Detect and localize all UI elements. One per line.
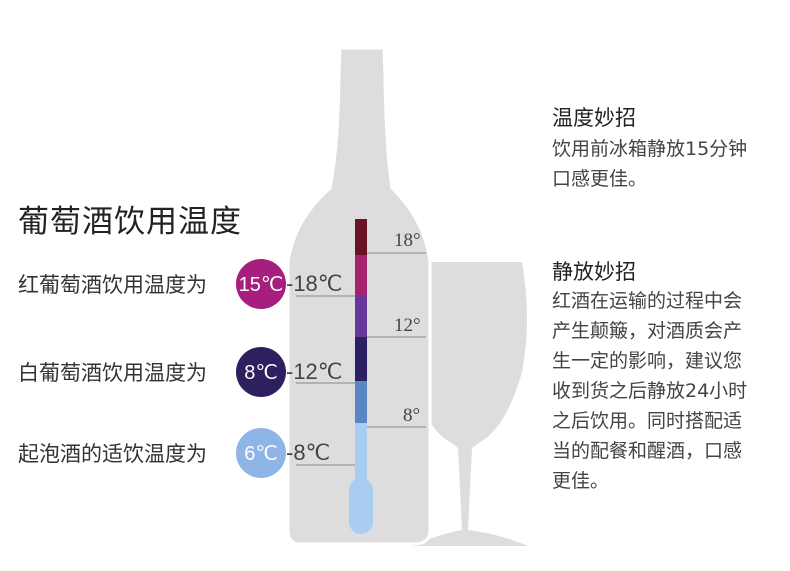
resting-tip-title: 静放妙招 bbox=[552, 260, 636, 284]
thermo-segment-indigo bbox=[355, 337, 367, 381]
white-wine-temp-badge: 8℃ bbox=[236, 347, 286, 397]
sparkling-wine-temp-badge: 6℃ bbox=[236, 428, 286, 478]
tip-line: 饮用前冰箱静放15分钟 bbox=[552, 138, 748, 160]
tick-label-12: 12° bbox=[394, 315, 421, 336]
sparkling-wine-label: 起泡酒的适饮温度为 bbox=[18, 442, 207, 466]
page-title: 葡萄酒饮用温度 bbox=[18, 204, 242, 240]
white-wine-temp-high: -12℃ bbox=[286, 359, 343, 384]
thermometer bbox=[349, 219, 373, 534]
white-wine-label: 白葡萄酒饮用温度为 bbox=[18, 361, 207, 385]
thermo-segment-deep-red bbox=[355, 219, 367, 255]
tip-line: 更佳。 bbox=[552, 470, 610, 492]
sparkling-wine-row: 起泡酒的适饮温度为 6℃ -8℃ bbox=[18, 428, 331, 478]
tip-line: 收到货之后静放24小时 bbox=[552, 380, 748, 402]
tip-line: 红酒在运输的过程中会 bbox=[552, 290, 743, 312]
thermo-segment-magenta bbox=[355, 255, 367, 296]
thermometer-ticks bbox=[367, 252, 426, 428]
temperature-tip-title: 温度妙招 bbox=[552, 106, 636, 130]
thermo-segment-light-blue bbox=[355, 423, 367, 480]
thermo-bulb bbox=[349, 478, 373, 534]
sparkling-wine-temp-high: -8℃ bbox=[286, 440, 331, 465]
red-wine-label: 红葡萄酒饮用温度为 bbox=[18, 273, 207, 297]
thermo-segment-purple bbox=[355, 296, 367, 337]
tick-label-18: 18° bbox=[394, 230, 421, 251]
tip-line: 之后饮用。同时搭配适 bbox=[552, 410, 743, 432]
temperature-tip-body: 饮用前冰箱静放15分钟 口感更佳。 bbox=[552, 134, 780, 194]
red-wine-row: 红葡萄酒饮用温度为 15℃ -18℃ bbox=[18, 259, 343, 309]
tip-line: 口感更佳。 bbox=[552, 168, 648, 190]
tip-line: 当的配餐和醒酒，口感 bbox=[552, 440, 743, 462]
white-wine-row: 白葡萄酒饮用温度为 8℃ -12℃ bbox=[18, 347, 343, 397]
resting-tip-body: 红酒在运输的过程中会 产生颠簸，对酒质会产 生一定的影响，建议您 收到货之后静放… bbox=[552, 286, 780, 496]
red-wine-temp-high: -18℃ bbox=[286, 271, 343, 296]
tip-line: 产生颠簸，对酒质会产 bbox=[552, 320, 743, 342]
tick-label-8: 8° bbox=[403, 405, 421, 426]
row-connectors bbox=[296, 295, 355, 466]
tip-line: 生一定的影响，建议您 bbox=[552, 350, 743, 372]
wine-glass-icon bbox=[405, 262, 528, 546]
red-wine-temp-badge: 15℃ bbox=[236, 259, 286, 309]
thermo-segment-blue bbox=[355, 381, 367, 423]
